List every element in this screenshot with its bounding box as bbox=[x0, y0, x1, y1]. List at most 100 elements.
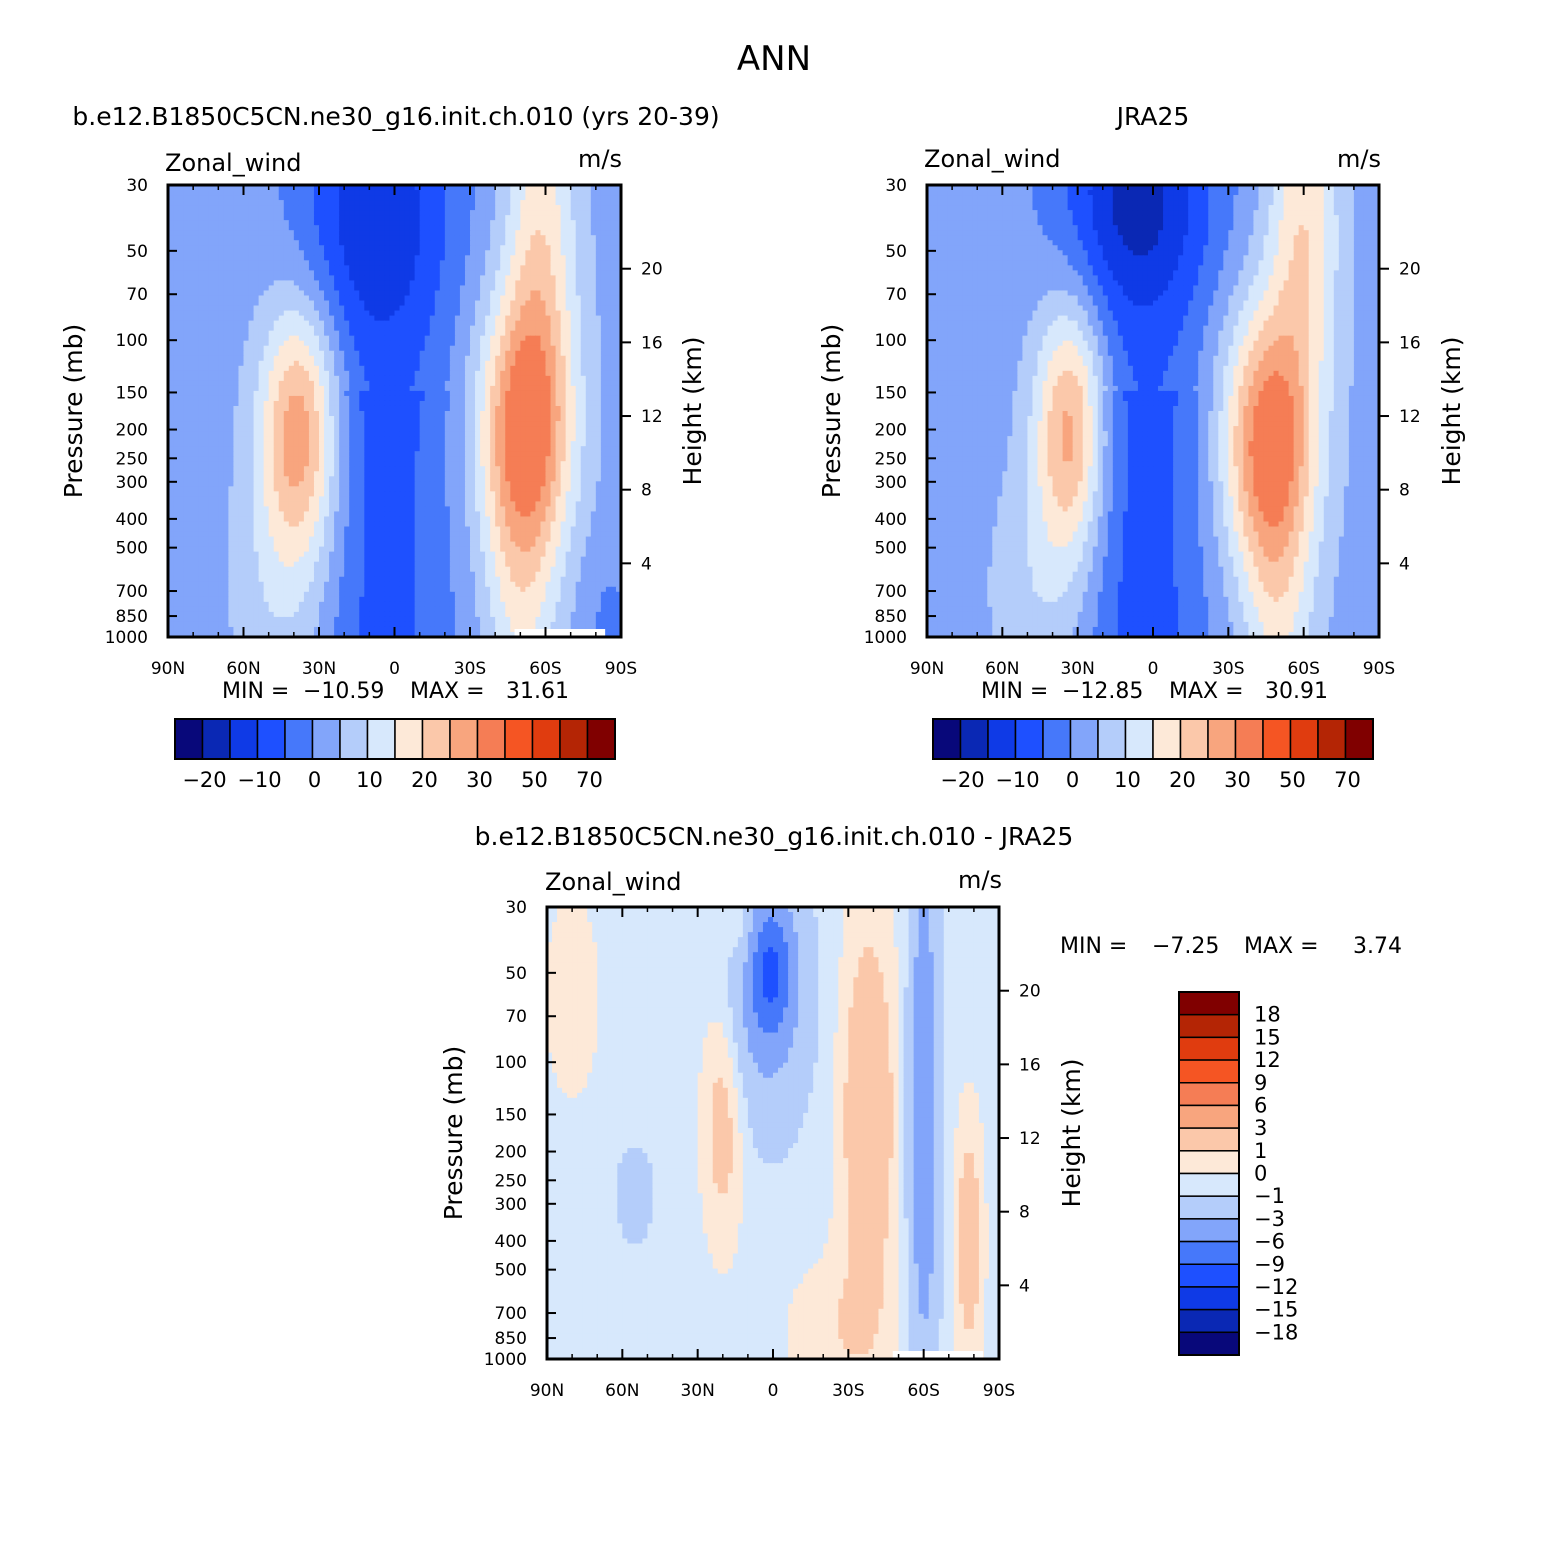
field-cell bbox=[364, 275, 370, 282]
field-cell bbox=[505, 436, 511, 442]
field-cell bbox=[248, 210, 255, 216]
field-cell bbox=[590, 195, 597, 201]
field-cell bbox=[379, 325, 386, 332]
field-cell bbox=[364, 451, 370, 457]
field-cell bbox=[319, 350, 325, 357]
field-cell bbox=[233, 205, 240, 211]
field-cell bbox=[359, 265, 365, 271]
field-cell bbox=[273, 385, 280, 392]
field-cell bbox=[278, 380, 285, 387]
field-cell bbox=[198, 280, 204, 287]
field-cell bbox=[470, 210, 476, 216]
field-cell bbox=[308, 225, 315, 231]
field-cell bbox=[238, 220, 245, 226]
field-cell bbox=[414, 365, 421, 372]
field-cell bbox=[500, 441, 506, 447]
field-cell bbox=[605, 190, 612, 196]
field-cell bbox=[535, 390, 542, 397]
field-cell bbox=[444, 350, 451, 357]
field-cell bbox=[540, 255, 547, 261]
field-cell bbox=[525, 300, 531, 307]
field-cell bbox=[570, 395, 577, 402]
field-cell bbox=[454, 411, 461, 417]
field-cell bbox=[434, 335, 441, 342]
field-cell bbox=[439, 250, 446, 256]
field-cell bbox=[565, 416, 572, 422]
field-cell bbox=[173, 431, 179, 437]
field-cell bbox=[278, 220, 285, 226]
field-cell bbox=[293, 295, 300, 302]
field-cell bbox=[178, 340, 184, 347]
field-cell bbox=[203, 300, 209, 307]
field-cell bbox=[409, 436, 416, 442]
field-cell bbox=[228, 275, 235, 282]
field-cell bbox=[555, 441, 562, 447]
field-cell bbox=[198, 345, 204, 352]
field-cell bbox=[263, 461, 270, 467]
field-cell bbox=[399, 400, 406, 407]
field-cell bbox=[178, 205, 184, 211]
field-cell bbox=[233, 405, 240, 412]
field-cell bbox=[183, 395, 189, 402]
field-cell bbox=[394, 195, 401, 201]
field-cell bbox=[590, 185, 597, 191]
field-cell bbox=[344, 280, 350, 287]
field-cell bbox=[470, 265, 476, 271]
field-cell bbox=[233, 461, 240, 467]
field-cell bbox=[183, 205, 189, 211]
field-cell bbox=[183, 260, 189, 266]
field-cell bbox=[223, 245, 229, 251]
field-cell bbox=[359, 315, 365, 322]
field-cell bbox=[218, 255, 224, 261]
field-cell bbox=[188, 330, 194, 337]
field-cell bbox=[525, 240, 531, 246]
field-cell bbox=[419, 250, 426, 256]
field-cell bbox=[288, 190, 295, 196]
field-cell bbox=[429, 285, 436, 292]
field-cell bbox=[188, 195, 194, 201]
field-cell bbox=[228, 451, 235, 457]
field-cell bbox=[183, 330, 189, 337]
field-cell bbox=[595, 441, 602, 447]
field-cell bbox=[173, 255, 179, 261]
field-cell bbox=[520, 190, 526, 196]
field-cell bbox=[515, 195, 521, 201]
field-cell bbox=[475, 235, 481, 241]
field-cell bbox=[409, 416, 416, 422]
field-cell bbox=[505, 456, 511, 462]
field-cell bbox=[570, 456, 577, 462]
field-cell bbox=[374, 215, 380, 221]
field-cell bbox=[293, 390, 300, 397]
field-cell bbox=[615, 285, 621, 292]
field-cell bbox=[298, 300, 305, 307]
field-cell bbox=[449, 190, 456, 196]
field-cell bbox=[470, 245, 476, 251]
field-cell bbox=[223, 320, 229, 327]
field-cell bbox=[525, 280, 531, 287]
field-cell bbox=[540, 215, 547, 221]
field-cell bbox=[485, 230, 491, 236]
field-cell bbox=[480, 355, 486, 362]
field-cell bbox=[329, 205, 335, 211]
field-cell bbox=[475, 220, 481, 226]
field-cell bbox=[173, 421, 179, 427]
field-cell bbox=[595, 436, 602, 442]
field-cell bbox=[439, 330, 446, 337]
field-cell bbox=[580, 275, 587, 282]
field-cell bbox=[560, 295, 567, 302]
field-cell bbox=[550, 255, 557, 261]
field-cell bbox=[238, 436, 245, 442]
field-cell bbox=[344, 310, 350, 317]
field-cell bbox=[359, 370, 365, 377]
field-cell bbox=[359, 185, 365, 191]
field-cell bbox=[308, 315, 315, 322]
field-cell bbox=[298, 390, 305, 397]
field-cell bbox=[344, 245, 350, 251]
field-cell bbox=[389, 400, 396, 407]
field-cell bbox=[258, 290, 265, 297]
field-cell bbox=[268, 340, 275, 347]
field-cell bbox=[359, 200, 365, 206]
field-cell bbox=[555, 390, 562, 397]
field-cell bbox=[434, 340, 441, 347]
field-cell bbox=[324, 355, 330, 362]
